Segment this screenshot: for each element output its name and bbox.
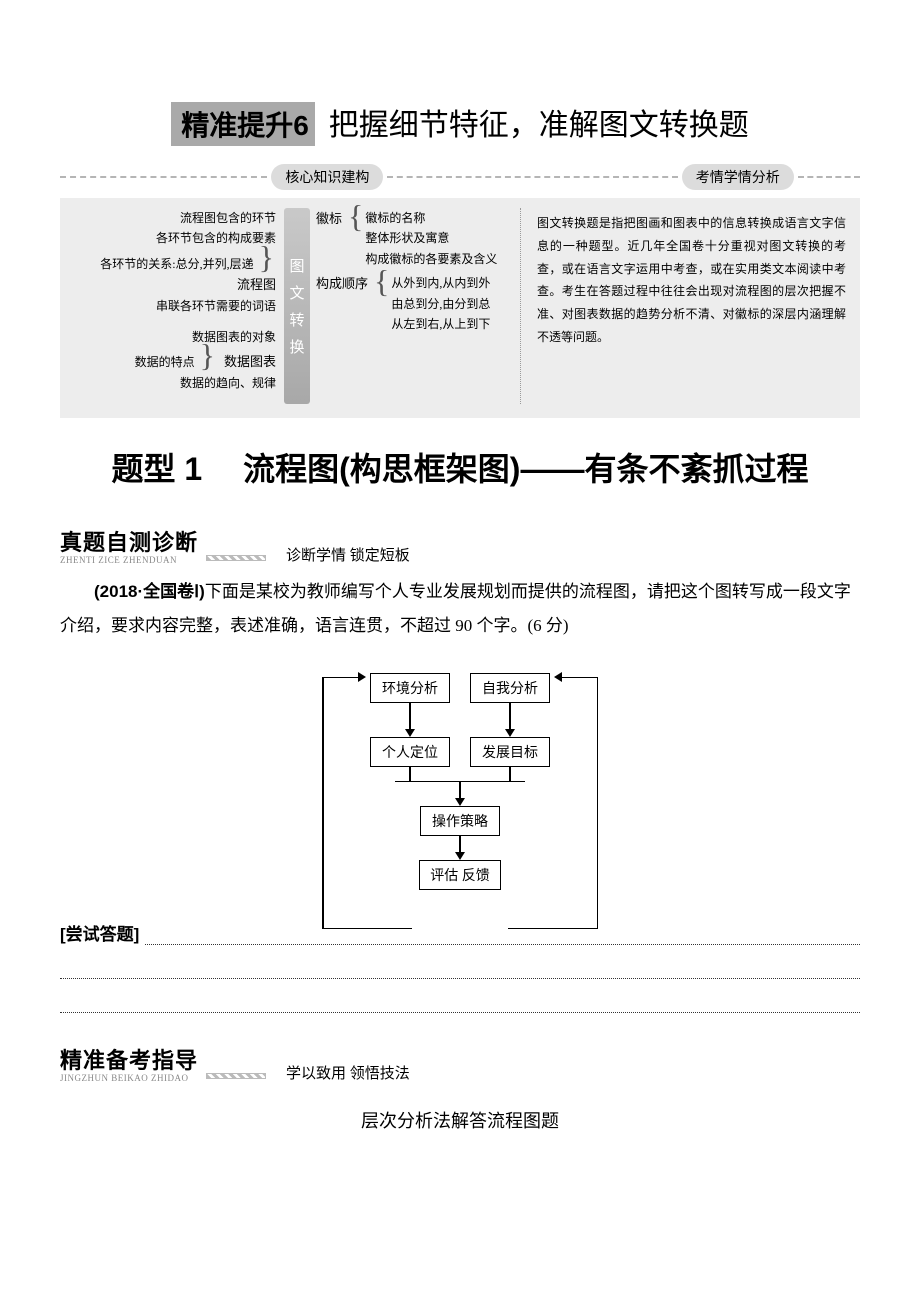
tag-flowchart: 流程图 xyxy=(237,274,276,296)
subheader-main: 精准备考指导 xyxy=(60,1043,198,1075)
mid-order: 构成顺序 { 从外到内,从内到外 由总到分,由分到总 从左到右,从上到下 xyxy=(316,273,504,334)
left-line: 数据的特点 } 数据图表 xyxy=(64,347,276,373)
mid-block: 徽标 { 徽标的名称 整体形状及寓意 构成徽标的各要素及含义 构成顺序 { 从外… xyxy=(310,208,510,404)
left-line: 串联各环节需要的词语 xyxy=(64,296,276,316)
mid-line: 从左到右,从上到下 xyxy=(391,314,490,334)
left-line: 数据的趋向、规律 xyxy=(64,373,276,393)
title-text: 把握细节特征，准解图文转换题 xyxy=(329,100,749,144)
flow-box-env: 环境分析 xyxy=(370,673,450,703)
mid-line: 徽标的名称 xyxy=(365,208,497,228)
answer-row: [尝试答题] xyxy=(60,920,860,945)
flow-right-hline-bot xyxy=(508,928,598,930)
page-title-row: 精准提升6 把握细节特征，准解图文转换题 xyxy=(60,100,860,146)
subheader-sub: 诊断学情 锁定短板 xyxy=(286,544,410,565)
method-title: 层次分析法解答流程图题 xyxy=(60,1107,860,1133)
dotted-line xyxy=(145,931,860,945)
flow-box-position: 个人定位 xyxy=(370,737,450,767)
dotted-line xyxy=(60,985,860,1013)
dotted-line xyxy=(60,951,860,979)
arrow-down-icon xyxy=(455,798,465,806)
vertical-divider xyxy=(520,208,521,404)
mid-line: 由总到分,由分到总 xyxy=(391,294,490,314)
left-line: 各环节的关系:总分,并列,层递 } 流程图 xyxy=(64,249,276,296)
flow-left-vline xyxy=(322,677,324,929)
flow-box-strategy: 操作策略 xyxy=(420,806,500,836)
right-block: 图文转换题是指把图画和图表中的信息转换成语言文字信息的一种题型。近几年全国卷十分… xyxy=(531,208,856,404)
dash-right xyxy=(798,176,860,178)
left-line: 数据图表的对象 xyxy=(64,327,276,347)
subheader-sub: 学以致用 领悟技法 xyxy=(286,1062,410,1083)
dash-left xyxy=(60,176,267,178)
arrow-down-icon xyxy=(505,729,515,737)
flow-box-feedback: 评估 反馈 xyxy=(419,860,501,890)
left-line: 各环节包含的构成要素 xyxy=(64,228,276,248)
tag-order: 构成顺序 xyxy=(316,273,368,295)
flow-left-hline-top xyxy=(322,677,360,679)
flow-right-vline xyxy=(597,677,599,929)
dash-mid xyxy=(387,176,677,178)
title-badge: 精准提升6 xyxy=(171,102,315,146)
section-title: 题型 1 流程图(构思框架图)——有条不紊抓过程 xyxy=(60,444,860,495)
subheader-main: 真题自测诊断 xyxy=(60,525,198,557)
question-text: (2018·全国卷Ⅰ)下面是某校为教师编写个人专业发展规划而提供的流程图，请把这… xyxy=(60,575,860,643)
mid-line: 从外到内,从内到外 xyxy=(391,273,490,293)
tag-huibiao: 徽标 xyxy=(316,208,342,230)
label-core: 核心知识建构 xyxy=(271,164,383,190)
subheader-zhenti: 真题自测诊断 ZHENTI ZICE ZHENDUAN 诊断学情 锁定短板 xyxy=(60,525,860,565)
mid-huibiao: 徽标 { 徽标的名称 整体形状及寓意 构成徽标的各要素及含义 xyxy=(316,208,504,269)
left-block: 流程图包含的环节 各环节包含的构成要素 各环节的关系:总分,并列,层递 } 流程… xyxy=(64,208,284,404)
left-line: 流程图包含的环节 xyxy=(64,208,276,228)
label-analysis: 考情学情分析 xyxy=(682,164,794,190)
group-datatable: 数据图表的对象 数据的特点 } 数据图表 数据的趋向、规律 xyxy=(64,327,276,394)
flowchart: 环境分析 自我分析 个人定位 发展目标 操作策略 评估 反馈 xyxy=(320,663,600,901)
pillar-char: 图 xyxy=(289,255,304,276)
section-num: 题型 1 xyxy=(112,451,203,487)
subheader-beikao: 精准备考指导 JINGZHUN BEIKAO ZHIDAO 学以致用 领悟技法 xyxy=(60,1043,860,1083)
pillar-char: 转 xyxy=(289,309,304,330)
pillar-char: 文 xyxy=(289,282,304,303)
arrow-down-icon xyxy=(455,852,465,860)
knowledge-panel: 流程图包含的环节 各环节包含的构成要素 各环节的关系:总分,并列,层递 } 流程… xyxy=(60,198,860,418)
flow-left-hline-bot xyxy=(322,928,412,930)
flow-box-goal: 发展目标 xyxy=(470,737,550,767)
hatched-bar xyxy=(206,1073,266,1079)
tag-datatable: 数据图表 xyxy=(224,351,276,373)
pillar-char: 换 xyxy=(289,336,304,357)
subheader-pinyin: JINGZHUN BEIKAO ZHIDAO xyxy=(60,1073,198,1083)
question-prefix: (2018·全国卷Ⅰ) xyxy=(94,582,205,601)
section-name: 流程图(构思框架图)——有条不紊抓过程 xyxy=(243,451,808,487)
answer-label: [尝试答题] xyxy=(60,920,139,945)
arrow-down-icon xyxy=(405,729,415,737)
group-flowchart: 流程图包含的环节 各环节包含的构成要素 各环节的关系:总分,并列,层递 } 流程… xyxy=(64,208,276,317)
flow-box-self: 自我分析 xyxy=(470,673,550,703)
hatched-bar xyxy=(206,555,266,561)
pillar: 图 文 转 换 xyxy=(284,208,310,404)
mid-line: 整体形状及寓意 xyxy=(365,228,497,248)
flow-right-hline-top xyxy=(560,677,598,679)
dashed-header: 核心知识建构 考情学情分析 xyxy=(60,164,860,190)
